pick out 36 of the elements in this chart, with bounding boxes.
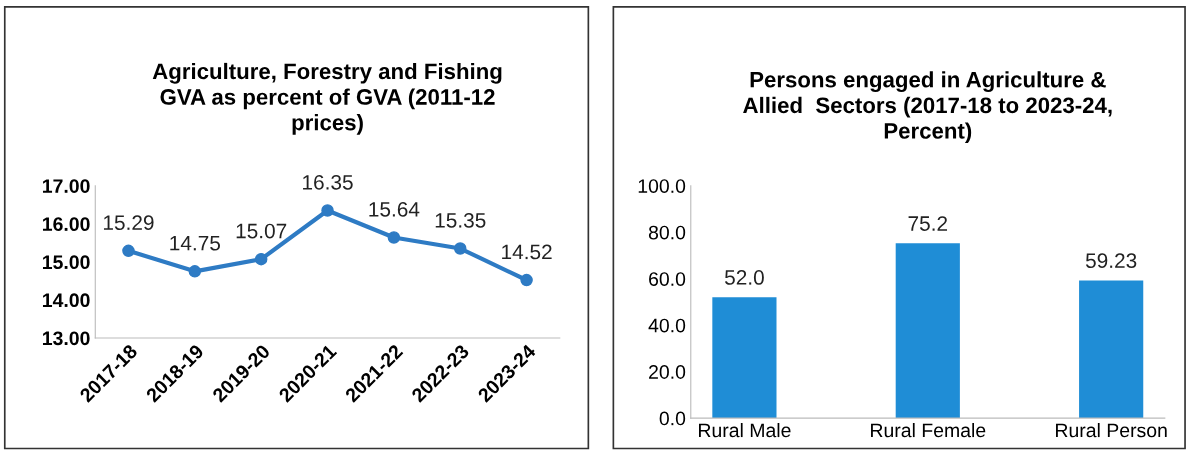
point <box>453 242 467 255</box>
bar <box>895 243 960 419</box>
data-label: 14.75 <box>170 236 221 251</box>
y-tick-label: 16.00 <box>42 217 90 232</box>
point <box>122 244 135 258</box>
y-tick-label: 0.0 <box>659 411 686 426</box>
y-tick-label: 100.0 <box>638 179 686 193</box>
x-tick-label: Rural Female <box>871 422 986 438</box>
data-label: 15.35 <box>435 212 486 228</box>
data-label: 75.2 <box>908 216 948 231</box>
data-label: 15.64 <box>369 201 420 217</box>
y-tick-label: 80.0 <box>648 225 686 240</box>
data-label: 59.23 <box>1085 253 1137 269</box>
bar <box>1079 280 1144 419</box>
data-label: 52.0 <box>724 270 764 285</box>
y-tick-label: 40.0 <box>648 318 686 333</box>
x-tick-label: Rural Person <box>1056 422 1167 438</box>
y-tick-label: 15.00 <box>42 255 90 270</box>
y-tick-label: 20.0 <box>649 365 686 379</box>
point <box>520 273 533 287</box>
data-label: 14.52 <box>502 244 552 260</box>
data-label: 15.07 <box>236 223 287 239</box>
point <box>387 231 401 244</box>
chart-title: Agriculture, Forestry and Fishing GVA as percent of GVA (2011-12 prices) <box>152 62 502 135</box>
data-label: 16.35 <box>303 174 353 190</box>
point <box>188 265 202 278</box>
y-tick-label: 13.00 <box>42 331 90 346</box>
point <box>254 252 268 266</box>
y-tick-label: 60.0 <box>649 272 686 286</box>
chart-title: Persons engaged in Agriculture & Allied Sectors (2017-18 to 2023-24, Percent) <box>743 71 1112 144</box>
y-tick-label: 14.00 <box>42 293 90 308</box>
y-tick-label: 17.00 <box>42 179 90 193</box>
point <box>321 204 334 217</box>
data-label: 15.29 <box>103 215 154 231</box>
bar <box>712 297 777 419</box>
x-tick-label: Rural Male <box>699 422 791 438</box>
